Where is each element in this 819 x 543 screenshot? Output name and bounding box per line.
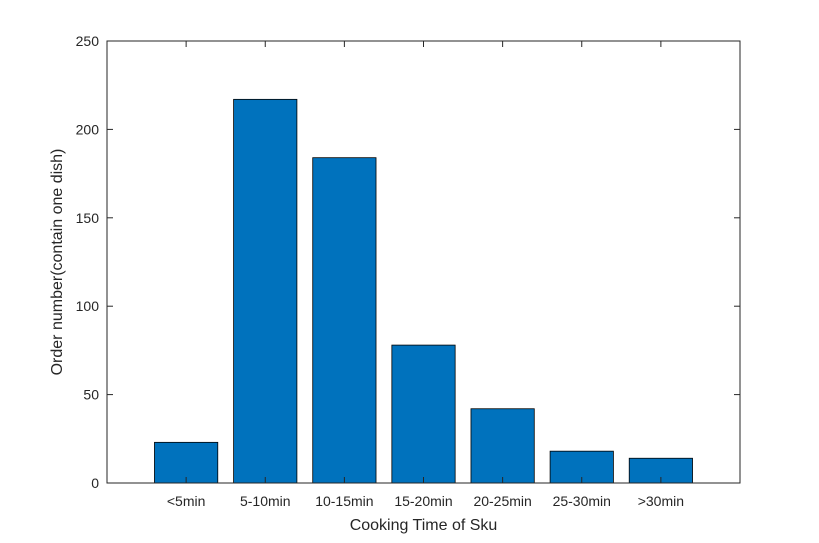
y-axis-label: Order number(contain one dish)	[49, 149, 66, 376]
bar	[154, 441, 219, 484]
y-tick-label: 0	[91, 475, 99, 491]
bar	[312, 157, 377, 484]
x-tick-label: 25-30min	[553, 493, 611, 509]
x-tick-label: 15-20min	[394, 493, 452, 509]
bar	[391, 344, 456, 484]
x-tick-label: 10-15min	[315, 493, 373, 509]
y-tick-labels: 0 50 100 150 200 250	[76, 33, 100, 491]
x-axis-label: Cooking Time of Sku	[350, 517, 498, 534]
bar	[233, 98, 298, 484]
y-tick-label: 50	[83, 387, 99, 403]
bar	[470, 408, 535, 484]
y-tick-label: 250	[76, 33, 100, 49]
x-tick-label: >30min	[638, 493, 684, 509]
x-tick-label: 20-25min	[473, 493, 531, 509]
bars-group	[154, 98, 693, 484]
y-tick-label: 200	[76, 121, 100, 137]
x-tick-label: <5min	[167, 493, 206, 509]
x-tick-label: 5-10min	[240, 493, 291, 509]
y-tick-label: 150	[76, 210, 100, 226]
y-tick-label: 100	[76, 298, 100, 314]
x-tick-labels: <5min 5-10min 10-15min 15-20min 20-25min 25-3…	[167, 493, 684, 509]
plot-area-frame	[106, 40, 741, 484]
